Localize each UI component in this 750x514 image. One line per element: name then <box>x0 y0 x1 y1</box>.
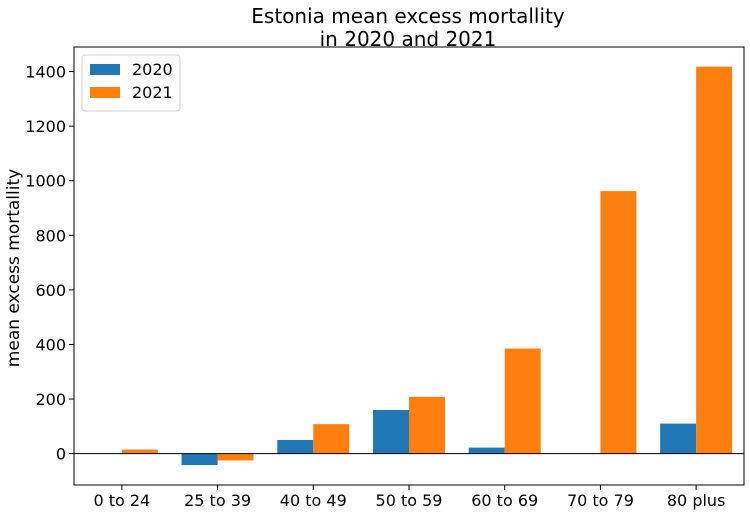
bar-2021-80-plus <box>696 66 733 454</box>
y-tick-label: 1000 <box>25 172 66 191</box>
legend-swatch-2021 <box>90 87 120 98</box>
bar-2020-80-plus <box>660 423 697 454</box>
bar-2020-40-to-49 <box>277 439 314 454</box>
x-tick-label: 80 plus <box>667 491 726 510</box>
x-tick-label: 60 to 69 <box>471 491 538 510</box>
bar-2021-50-to-59 <box>409 396 445 454</box>
y-tick-label: 600 <box>35 281 66 300</box>
x-tick-label: 0 to 24 <box>93 491 150 510</box>
bar-2021-70-to-79 <box>600 191 637 454</box>
y-axis-label: mean excess mortallity <box>4 169 24 367</box>
legend-label-2020: 2020 <box>132 60 173 79</box>
legend: 2020 2021 <box>81 54 181 112</box>
x-tick-label: 70 to 79 <box>567 491 634 510</box>
y-ticks-group: 0 200 400 600 800 1000 1200 1400 <box>25 63 74 464</box>
bar-2020-60-to-69 <box>468 447 505 454</box>
chart-title-line1: Estonia mean excess mortallity <box>251 4 565 28</box>
y-tick-label: 1400 <box>25 63 66 82</box>
x-tick-label: 40 to 49 <box>280 491 347 510</box>
bar-2020-50-to-59 <box>373 409 409 454</box>
bar-2021-0-to-24 <box>121 449 158 454</box>
x-tick-label: 25 to 39 <box>184 491 251 510</box>
legend-label-2021: 2021 <box>132 83 173 102</box>
y-tick-label: 800 <box>35 226 66 245</box>
x-ticks-group: 0 to 24 25 to 39 40 to 49 50 to 59 60 to 69 7… <box>93 485 725 510</box>
y-tick-label: 1200 <box>25 117 66 136</box>
y-tick-label: 0 <box>56 445 66 464</box>
legend-swatch-2020 <box>90 64 120 75</box>
bars-group <box>121 66 733 466</box>
bar-2021-60-to-69 <box>504 348 541 454</box>
bar-2020-25-to-39 <box>181 453 218 466</box>
y-tick-label: 400 <box>35 335 66 354</box>
y-tick-label: 200 <box>35 390 66 409</box>
bar-2021-25-to-39 <box>217 453 254 461</box>
bar-2021-40-to-49 <box>313 424 350 454</box>
x-tick-label: 50 to 59 <box>376 491 443 510</box>
